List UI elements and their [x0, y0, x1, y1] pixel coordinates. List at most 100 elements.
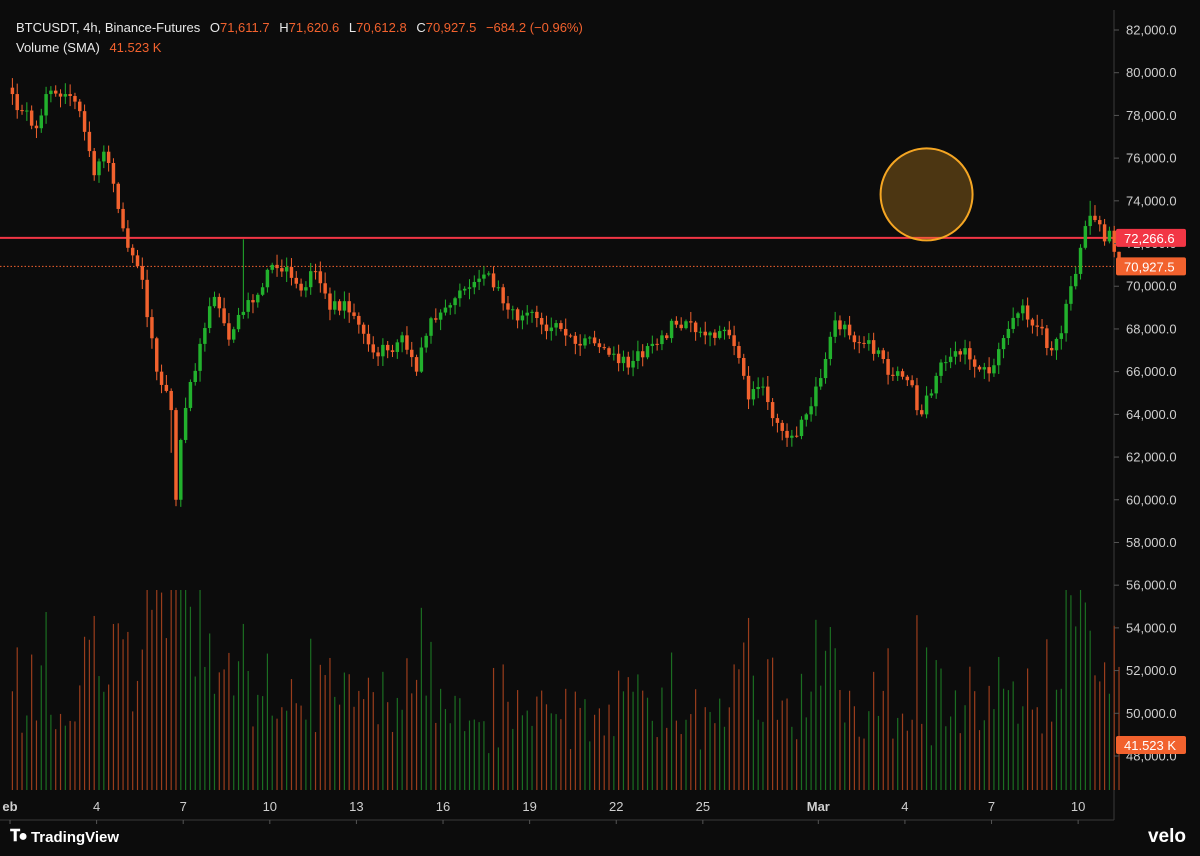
volume-bar — [1099, 681, 1101, 790]
volume-bar — [50, 714, 52, 790]
volume-bar — [704, 707, 706, 790]
candle-down — [376, 352, 380, 357]
candle-up — [49, 90, 53, 95]
volume-bar — [112, 623, 115, 790]
candle-up — [525, 312, 529, 316]
volume-bar — [882, 690, 884, 790]
chart-legend: BTCUSDT, 4h, Binance-Futures O71,611.7 H… — [16, 18, 583, 58]
candle-up — [818, 378, 823, 387]
candle-up — [1073, 273, 1078, 287]
candle-up — [717, 331, 722, 338]
candle-up — [1078, 247, 1083, 274]
candle-up — [188, 381, 193, 408]
candle-down — [905, 376, 910, 381]
volume-bar — [290, 679, 293, 790]
candle-down — [977, 366, 982, 370]
volume-bar — [863, 738, 865, 790]
time-tick-label: 7 — [180, 799, 187, 814]
candle-down — [679, 324, 683, 329]
volume-bar — [185, 590, 187, 790]
candle-up — [1016, 313, 1020, 318]
volume-bar — [93, 615, 95, 790]
candle-up — [843, 324, 847, 330]
volume-bar — [136, 680, 139, 790]
candle-up — [102, 151, 106, 162]
candle-down — [891, 374, 895, 376]
volume-bar — [108, 684, 110, 790]
time-tick-label: 25 — [696, 799, 710, 814]
candle-down — [857, 342, 861, 344]
price-axis[interactable]: 82,000.0 80,000.0 78,000.0 76,000.0 74,000.0… — [1114, 23, 1186, 764]
volume-bar — [305, 719, 307, 790]
candle-up — [207, 306, 212, 329]
time-axis[interactable]: eb 4 7 10 13 16 19 22 25 Mar 4 7 10 — [2, 799, 1085, 824]
candle-up — [284, 267, 289, 272]
volume-bar — [772, 657, 774, 790]
candle-down — [328, 293, 332, 310]
candle-down — [299, 283, 303, 291]
volume-bar — [353, 706, 355, 790]
candle-up — [1011, 317, 1015, 329]
volume-bar — [387, 702, 389, 790]
volume-bar — [189, 606, 192, 790]
tradingview-logo[interactable]: 𝐓● TradingView — [10, 828, 119, 846]
candle-up — [809, 406, 813, 415]
change-value: −684.2 (−0.96%) — [485, 20, 583, 35]
volume-bar — [555, 714, 557, 790]
volume-bar — [473, 719, 475, 790]
volume-bar — [1031, 709, 1034, 790]
candle-down — [737, 346, 741, 358]
volume-bar — [998, 656, 1000, 790]
volume-bar — [1012, 681, 1014, 790]
candle-down — [766, 386, 770, 403]
candle-up — [308, 271, 313, 288]
candle-up — [424, 335, 428, 348]
time-tick-label: 10 — [263, 799, 277, 814]
volume-bar — [257, 694, 259, 790]
volume-bar — [593, 714, 596, 790]
symbol-label[interactable]: BTCUSDT, 4h, Binance-Futures — [16, 20, 201, 35]
candle-up — [963, 348, 967, 355]
candle-up — [751, 389, 756, 400]
candle-down — [164, 384, 169, 391]
candle-up — [1069, 286, 1073, 304]
volume-bar — [796, 739, 798, 790]
volume-bar — [608, 704, 610, 790]
low-label: L — [348, 20, 357, 35]
volume-bar — [670, 652, 673, 790]
volume-bar — [940, 668, 942, 790]
candle-down — [371, 344, 375, 353]
volume-bar — [401, 709, 403, 790]
volume-bar — [906, 730, 908, 790]
candle-up — [256, 294, 260, 303]
volume-bar — [266, 653, 269, 790]
candle-down — [1025, 305, 1030, 320]
candle-up — [438, 312, 443, 320]
candle-down — [1045, 328, 1049, 348]
candle-up — [453, 298, 457, 306]
symbol-row[interactable]: BTCUSDT, 4h, Binance-Futures O71,611.7 H… — [16, 18, 583, 38]
candle-down — [910, 380, 914, 386]
candle-up — [799, 419, 804, 437]
volume-bar — [622, 691, 625, 790]
volume-row[interactable]: Volume (SMA) 41.523 K — [16, 38, 583, 58]
volume-bar — [1113, 625, 1115, 790]
volume-bar — [415, 679, 418, 790]
volume-label[interactable]: Volume (SMA) — [16, 40, 100, 55]
candle-down — [515, 309, 520, 321]
candle-down — [15, 94, 19, 111]
candle-up — [193, 370, 197, 382]
tradingview-brand: TradingView — [30, 828, 120, 846]
candle-down — [92, 151, 96, 176]
last-price-label: 70,927.5 — [1124, 259, 1175, 274]
candles — [10, 78, 1121, 507]
candle-up — [448, 305, 452, 308]
candle-up — [265, 269, 270, 288]
candle-up — [1021, 305, 1025, 314]
volume-bar — [767, 659, 769, 790]
candle-up — [631, 360, 635, 368]
candle-up — [183, 407, 188, 440]
volume-bar — [536, 696, 538, 790]
candle-down — [563, 328, 568, 336]
